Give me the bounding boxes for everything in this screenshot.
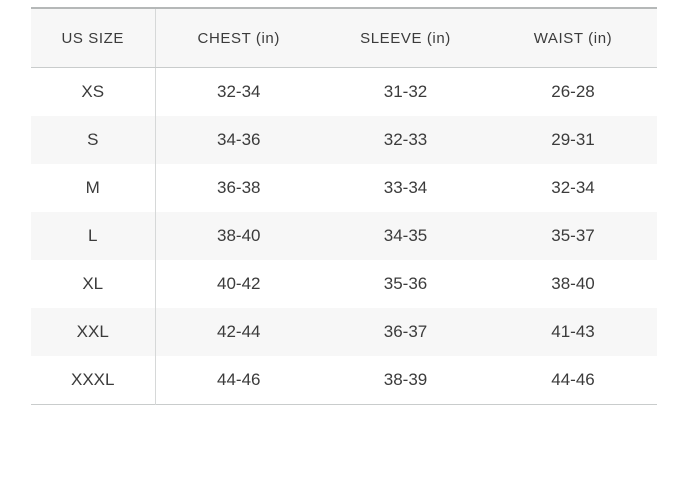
size-row-xxl: XXL 42-44 36-37 41-43: [31, 308, 657, 356]
cell-waist: 35-37: [489, 212, 657, 260]
cell-sleeve: 36-37: [322, 308, 489, 356]
cell-waist: 41-43: [489, 308, 657, 356]
cell-sleeve: 33-34: [383, 178, 428, 197]
cell-waist: 29-31: [489, 116, 657, 164]
cell-chest: 36-38: [217, 178, 261, 197]
cell-chest: 42-44: [155, 308, 322, 356]
size-chart-table: US SIZE CHEST (in) SLEEVE (in) WAIST (in…: [31, 7, 657, 405]
cell-chest: 34-36: [155, 116, 322, 164]
cell-chest: 44-46: [217, 370, 261, 389]
cell-chest: 40-42: [217, 274, 261, 293]
cell-size: XXXL: [31, 356, 156, 405]
column-header-chest: CHEST (in): [155, 8, 322, 68]
column-header-sleeve: SLEEVE (in): [322, 8, 489, 68]
cell-waist: 32-34: [551, 178, 595, 197]
cell-size: M: [31, 164, 156, 212]
size-row-l: L 38-40 34-35 35-37: [31, 212, 657, 260]
size-row-m: M 36-38 33-34 32-34: [31, 164, 657, 212]
cell-size: XL: [31, 260, 156, 308]
column-header-us-size: US SIZE: [31, 8, 156, 68]
size-row-xl: XL 40-42 35-36 38-40: [31, 260, 657, 308]
cell-sleeve: 32-33: [322, 116, 489, 164]
cell-sleeve: 34-35: [322, 212, 489, 260]
size-row-xxxl: XXXL 44-46 38-39 44-46: [31, 356, 657, 405]
cell-sleeve: 38-39: [383, 370, 428, 389]
cell-size: S: [31, 116, 156, 164]
cell-waist: 38-40: [551, 274, 595, 293]
cell-waist: 44-46: [551, 370, 595, 389]
cell-sleeve: 31-32: [383, 82, 428, 101]
cell-size: XXL: [31, 308, 156, 356]
column-header-waist: WAIST (in): [489, 8, 657, 68]
cell-size: XS: [31, 67, 156, 116]
cell-chest: 32-34: [217, 82, 261, 101]
size-row-s: S 34-36 32-33 29-31: [31, 116, 657, 164]
cell-waist: 26-28: [551, 82, 595, 101]
cell-chest: 38-40: [155, 212, 322, 260]
header-row: US SIZE CHEST (in) SLEEVE (in) WAIST (in…: [31, 8, 657, 68]
size-chart-section: US SIZE CHEST (in) SLEEVE (in) WAIST (in…: [31, 7, 657, 405]
cell-sleeve: 35-36: [383, 274, 428, 293]
cell-size: L: [31, 212, 156, 260]
size-row-xs: XS 32-34 31-32 26-28: [31, 67, 657, 116]
